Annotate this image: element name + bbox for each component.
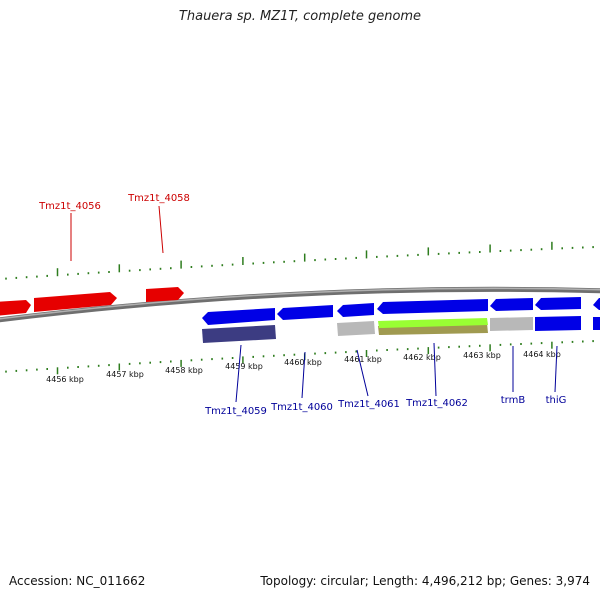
feature-trmB-rna[interactable] [490, 317, 533, 331]
gene-tmz1t-4059[interactable] [202, 308, 275, 325]
scale-label: 4458 kbp [165, 366, 203, 375]
scale-label: 4456 kbp [46, 375, 84, 384]
forward-gene-callouts: Tmz1t_4056 Tmz1t_4058 [38, 193, 190, 261]
scale-label: 4457 kbp [106, 370, 144, 379]
callout-line-tmz1t-4062 [433, 342, 437, 397]
inner-tick-ruler [5, 340, 594, 375]
accession-text: Accession: NC_011662 [9, 574, 146, 588]
feature-tmz1t-4061-rna[interactable] [337, 321, 375, 336]
label-tmz1t-4061[interactable]: Tmz1t_4061 [337, 399, 400, 410]
scale-label: 4462 kbp [403, 353, 441, 362]
gene-forward-partial[interactable] [0, 300, 31, 316]
gene-trmB[interactable] [490, 298, 533, 311]
label-tmz1t-4058[interactable]: Tmz1t_4058 [127, 193, 190, 204]
scale-label: 4461 kbp [344, 355, 382, 364]
callout-line-tmz1t-4061 [356, 349, 369, 397]
gene-thiG[interactable] [535, 297, 581, 310]
genome-backbone [0, 286, 600, 323]
callout-line-tmz1t-4060 [301, 351, 306, 399]
genome-summary-text: Topology: circular; Length: 4,496,212 bp… [260, 574, 590, 588]
label-thiG[interactable]: thiG [546, 395, 567, 406]
callout-line-tmz1t-4059 [235, 344, 242, 403]
feature-reverse-partial-product[interactable] [593, 317, 600, 330]
gene-reverse-partial[interactable] [593, 298, 600, 310]
gene-tmz1t-4060[interactable] [277, 305, 333, 320]
scale-label: 4460 kbp [284, 358, 322, 367]
scale-label: 4464 kbp [523, 350, 561, 359]
label-tmz1t-4060[interactable]: Tmz1t_4060 [270, 402, 333, 413]
feature-thiG-product[interactable] [535, 316, 581, 331]
label-trmB[interactable]: trmB [501, 395, 526, 406]
map-title: Thauera sp. MZ1T, complete genome [178, 9, 422, 24]
reverse-gene-callouts: Tmz1t_4059 Tmz1t_4060 Tmz1t_4061 Tmz1t_4… [204, 342, 567, 417]
gene-tmz1t-4061[interactable] [337, 303, 374, 317]
scale-labels: 4456 kbp 4457 kbp 4458 kbp 4459 kbp 4460… [46, 350, 561, 384]
callout-line-tmz1t-4058 [158, 205, 164, 254]
scale-label: 4459 kbp [225, 362, 263, 371]
gene-tmz1t-4058[interactable] [146, 287, 184, 302]
label-tmz1t-4056[interactable]: Tmz1t_4056 [38, 201, 101, 212]
gene-tmz1t-4056[interactable] [34, 292, 117, 312]
gene-tmz1t-4062[interactable] [377, 299, 488, 314]
feature-tmz1t-4062-domain[interactable] [378, 318, 488, 328]
genome-backbone-highlight [0, 287, 600, 320]
outer-tick-ruler [5, 241, 594, 280]
feature-tmz1t-4059-product[interactable] [202, 325, 276, 343]
scale-label: 4463 kbp [463, 351, 501, 360]
callout-line-thiG [554, 345, 558, 393]
label-tmz1t-4059[interactable]: Tmz1t_4059 [204, 406, 267, 417]
label-tmz1t-4062[interactable]: Tmz1t_4062 [405, 398, 468, 409]
